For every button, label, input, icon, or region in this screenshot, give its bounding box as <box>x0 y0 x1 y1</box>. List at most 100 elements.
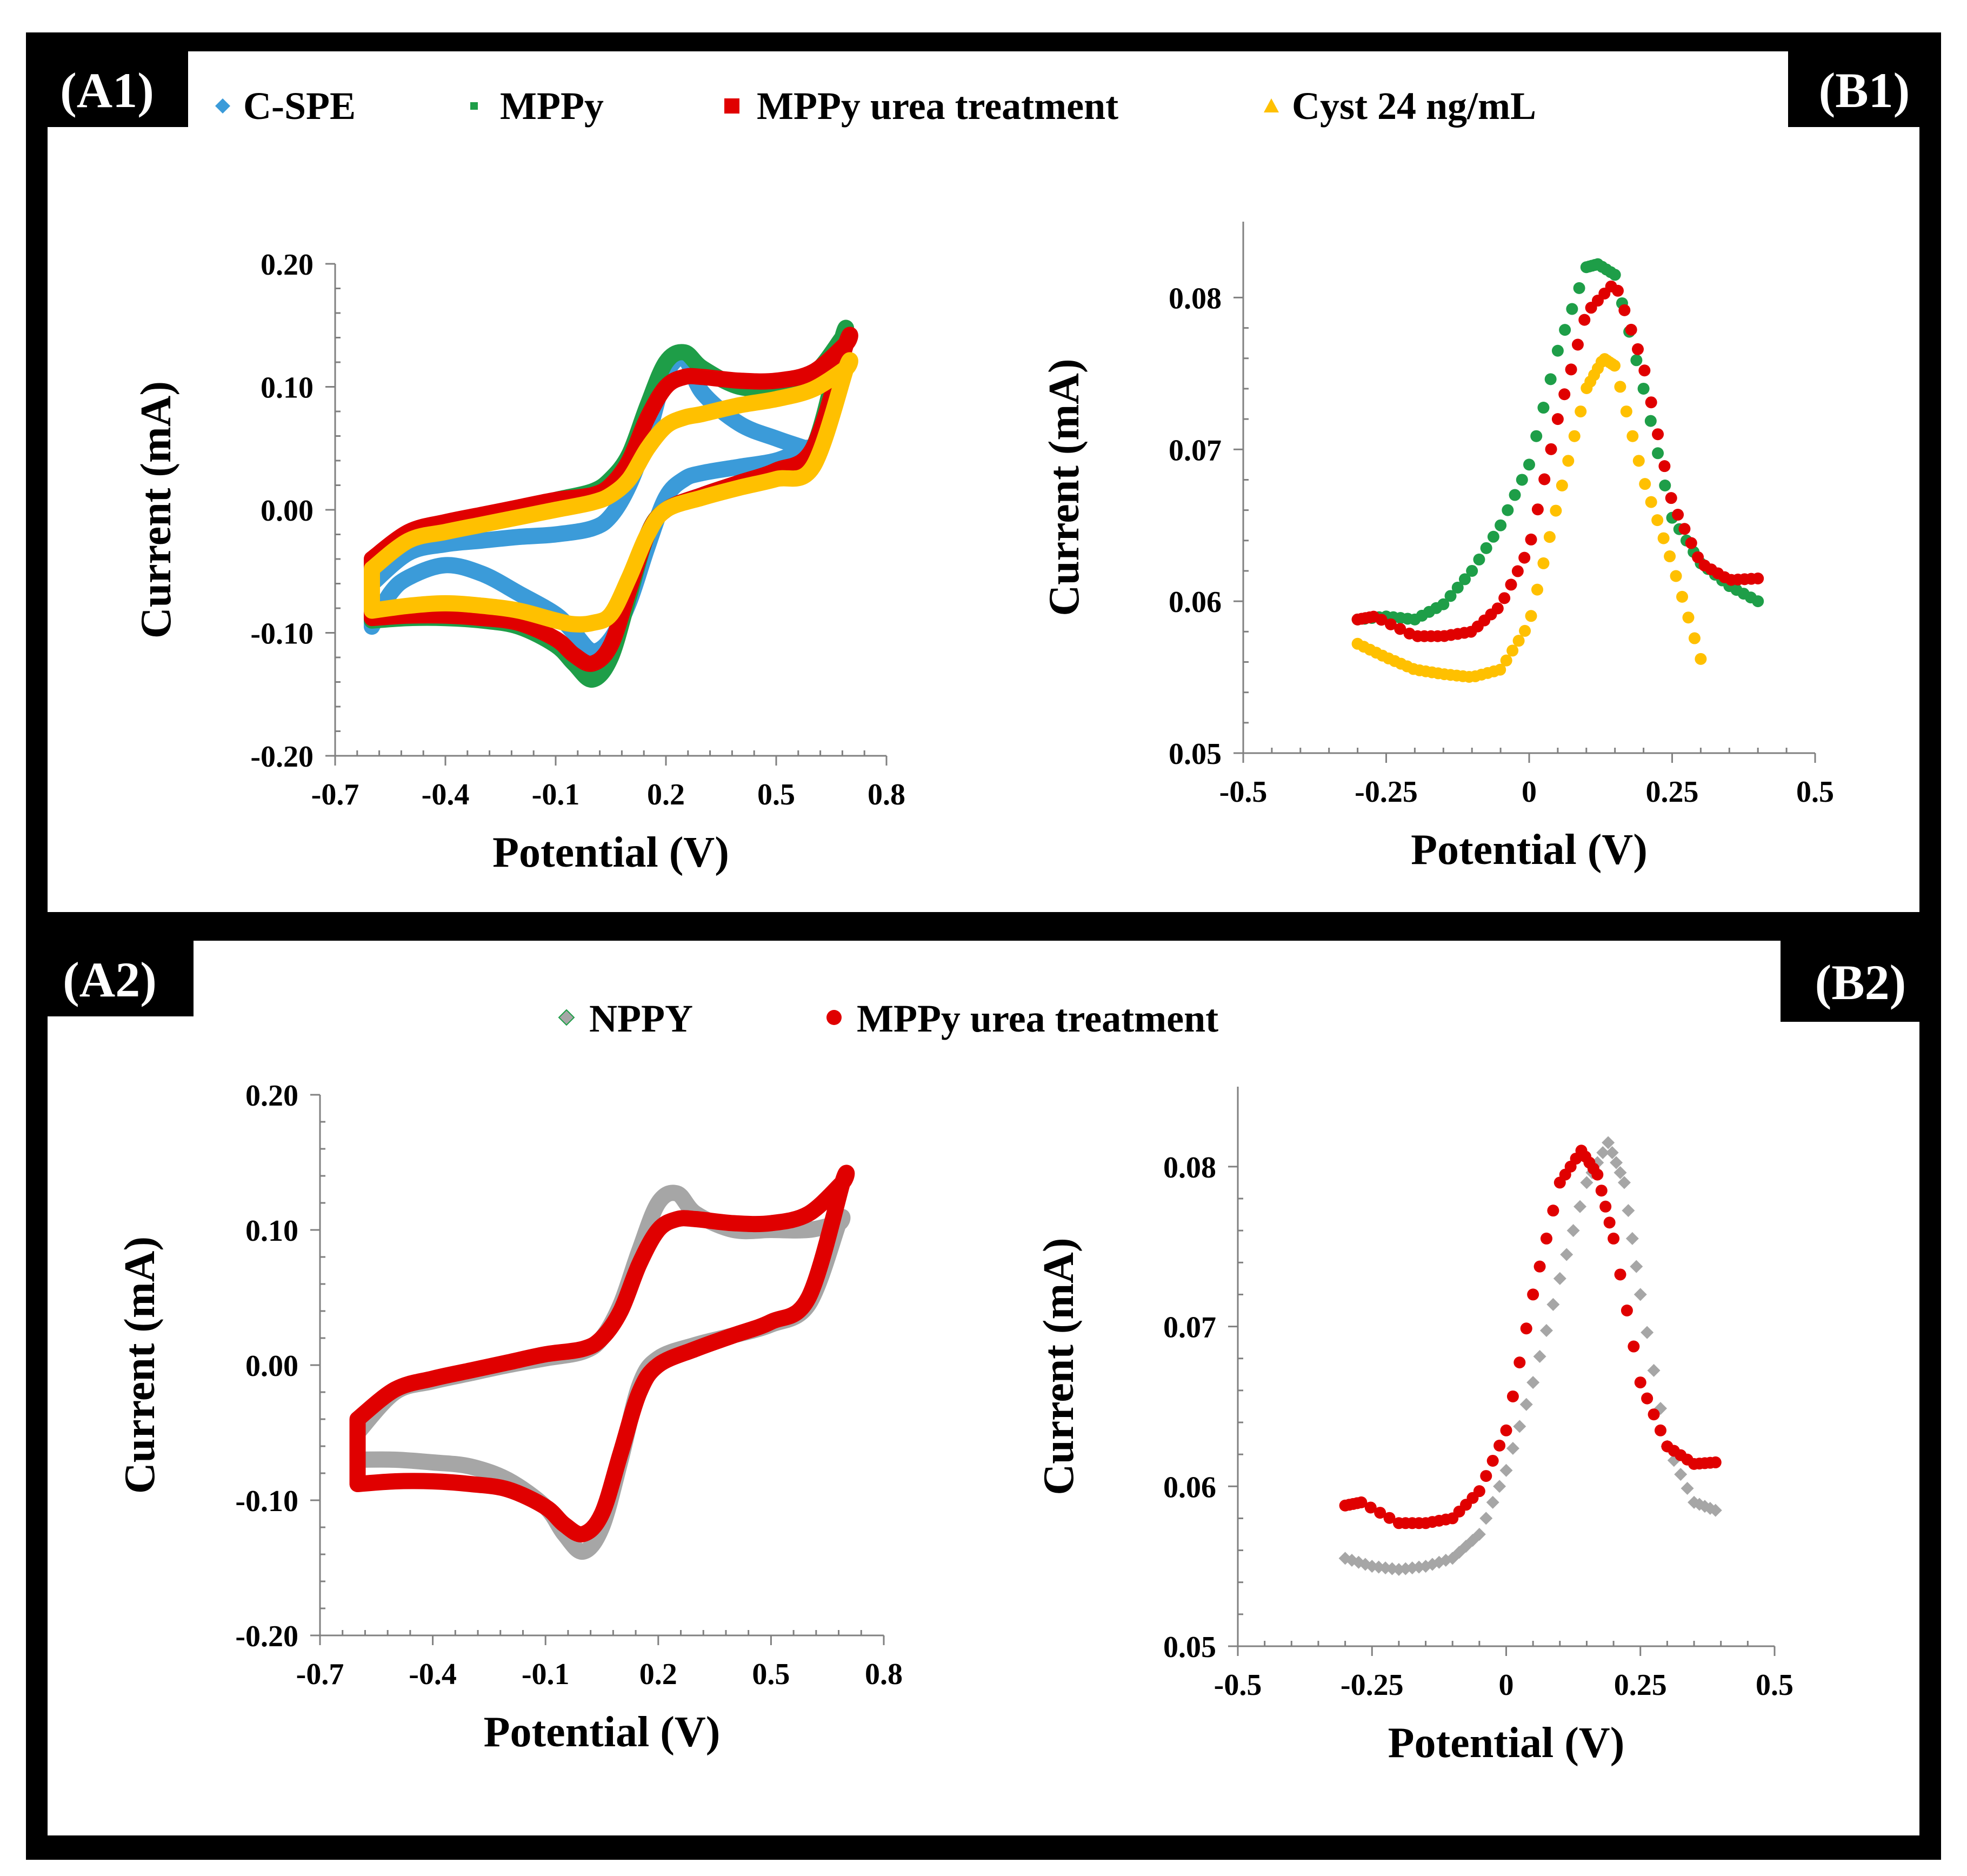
data-point <box>1654 1424 1666 1436</box>
x-tick-label: 0.5 <box>757 778 795 811</box>
data-point <box>1486 1495 1499 1509</box>
data-point <box>1537 402 1550 414</box>
data-point <box>1383 1512 1396 1524</box>
y-tick-label: 0.06 <box>1169 586 1222 619</box>
data-point <box>1682 611 1695 624</box>
data-point <box>1632 455 1645 467</box>
x-tick-label: 0 <box>1499 1668 1514 1702</box>
data-point <box>1472 1528 1486 1541</box>
data-point <box>1621 1305 1633 1316</box>
series-B1-mppy-urea-treatment <box>1351 280 1764 642</box>
data-point <box>1458 573 1471 586</box>
data-point <box>1480 1470 1492 1482</box>
legend-top: C-SPE MPPy MPPy urea treatment Cyst 24 n… <box>215 84 1536 128</box>
data-point <box>1511 565 1524 577</box>
cv-curve <box>349 1165 855 1542</box>
data-point <box>1647 1363 1661 1377</box>
badge-B1: (B1) <box>1819 63 1910 118</box>
data-point <box>1500 654 1512 667</box>
data-point <box>1752 573 1764 585</box>
y-tick-label: 0.10 <box>245 1214 298 1248</box>
y-tick-label: 0.05 <box>1169 737 1222 771</box>
data-point <box>1709 1456 1722 1468</box>
legend-bottom: NPPY MPPy urea treatment <box>558 997 1218 1040</box>
data-point <box>1531 503 1544 516</box>
y-tick-label: 0.20 <box>261 248 314 282</box>
legend-label-cyst: Cyst 24 ng/mL <box>1292 84 1536 128</box>
data-point <box>1665 492 1677 504</box>
data-point <box>1384 618 1397 630</box>
y-axis-title-A1: Current (mA) <box>132 381 180 638</box>
data-point <box>1520 1322 1532 1335</box>
data-point <box>1620 405 1632 418</box>
y-tick-label: 0.00 <box>261 494 314 528</box>
x-tick-label: -0.25 <box>1341 1668 1404 1702</box>
plots: -0.7 -0.4 -0.1 0.2 0.5 0.8-0.20-0.100.000.100… <box>116 222 1834 1767</box>
data-point <box>1608 1232 1620 1245</box>
data-point <box>1595 1185 1608 1197</box>
data-point <box>1533 1350 1546 1363</box>
y-tick-label: 0.20 <box>245 1079 298 1113</box>
data-point <box>1638 364 1651 377</box>
chart-B2: -0.5 -0.25 0 0.25 0.5 0.05 0.06 0.07 0.08 Potenti… <box>1035 1087 1793 1767</box>
data-point <box>1603 1216 1616 1229</box>
y-tick-label: -0.10 <box>250 617 314 651</box>
data-point <box>1502 504 1514 516</box>
badge-B2-bg <box>1781 941 1941 1022</box>
data-point <box>1670 570 1682 582</box>
data-point <box>1537 557 1550 569</box>
data-point <box>1613 1166 1627 1179</box>
data-point <box>1444 590 1457 602</box>
badge-A2: (A2) <box>63 952 157 1007</box>
x-tick-label: 0.5 <box>752 1658 790 1691</box>
data-point <box>1509 489 1521 501</box>
legend-label-nppy: NPPY <box>589 997 693 1040</box>
data-point <box>1566 303 1578 315</box>
series-A1-c-spe <box>364 349 818 660</box>
x-tick-label: -0.1 <box>522 1658 570 1691</box>
data-point <box>1544 373 1557 385</box>
data-point <box>1609 269 1621 281</box>
data-point <box>1543 531 1556 543</box>
series-A2-mppy-urea-treatment <box>349 1165 855 1542</box>
data-point <box>1519 1398 1533 1411</box>
data-point <box>1752 595 1764 608</box>
x-axis-title-A1: Potential (V) <box>492 829 729 876</box>
data-point <box>1466 564 1478 577</box>
x-tick-label: 0.2 <box>647 778 685 811</box>
data-point <box>1513 1420 1526 1433</box>
data-point <box>1487 530 1499 543</box>
x-tick-label: -0.5 <box>1219 775 1268 809</box>
y-tick-label: 0.05 <box>1163 1631 1216 1664</box>
legend-label-mppy-urea: MPPy urea treatment <box>757 84 1118 128</box>
chart-A1: -0.7 -0.4 -0.1 0.2 0.5 0.8 -0.20 -0.10 0.00 0.10 0… <box>132 248 905 876</box>
x-tick-label: -0.7 <box>311 778 359 811</box>
data-point <box>1499 1463 1513 1477</box>
data-point <box>1625 323 1637 336</box>
legend-marker-mppy <box>470 102 478 110</box>
data-point <box>1506 644 1519 657</box>
data-point <box>1551 344 1564 357</box>
data-point <box>1610 1156 1623 1169</box>
data-point <box>1516 474 1528 486</box>
badge-A1-bg <box>26 51 188 127</box>
series-A1-cyst-24-ng-ml <box>364 352 858 633</box>
data-point <box>1539 1323 1553 1337</box>
legend-marker-mppy-urea-2 <box>826 1010 842 1025</box>
data-point <box>1562 455 1575 467</box>
data-point <box>1688 632 1701 644</box>
x-tick-label: 0.8 <box>865 1658 903 1691</box>
series-B2-mppy-urea-treatment <box>1339 1145 1722 1529</box>
data-point <box>1559 324 1571 336</box>
x-tick-label: 0.25 <box>1646 775 1699 809</box>
data-point <box>1602 1136 1615 1149</box>
data-point <box>1491 602 1504 615</box>
legend-label-c-spe: C-SPE <box>243 84 356 128</box>
data-point <box>1512 635 1525 647</box>
data-point <box>1645 496 1657 508</box>
data-point <box>1664 550 1676 563</box>
data-point <box>1692 551 1704 563</box>
x-tick-label: -0.7 <box>296 1658 344 1691</box>
series-A1-mppy-urea-treatment <box>364 327 858 672</box>
data-point <box>1630 354 1643 367</box>
